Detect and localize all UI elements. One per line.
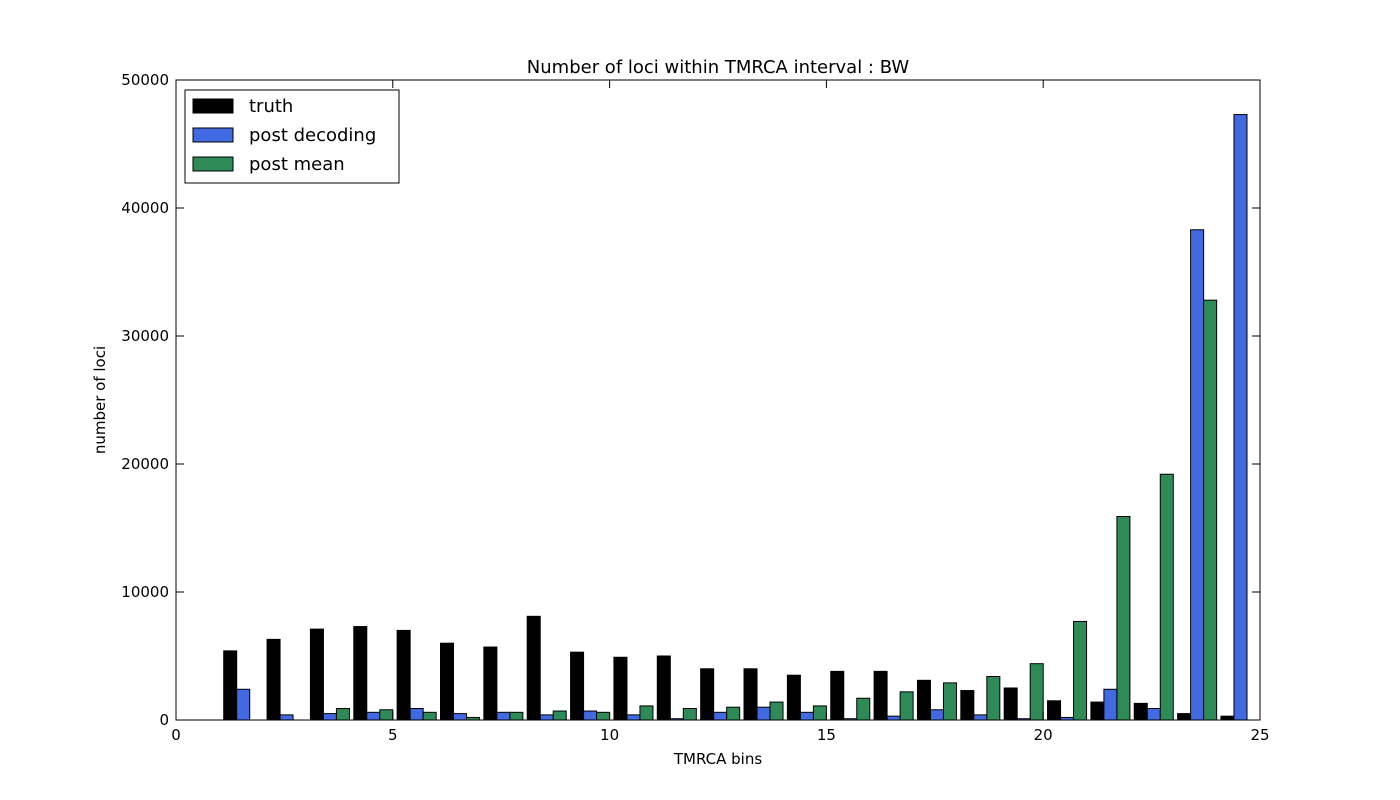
bar-post-mean-7 (509, 711, 524, 721)
legend-label-post-decoding: post decoding (249, 125, 376, 146)
x-tick-label: 25 (1250, 726, 1269, 744)
y-tick-label: 0 (159, 711, 169, 729)
bar-post-decoding-21 (1146, 707, 1161, 721)
bar-post-mean-9 (596, 711, 611, 721)
bar-post-decoding-22 (1190, 229, 1205, 721)
bar-post-mean-17 (942, 682, 957, 721)
bar-post-decoding-13 (799, 711, 814, 721)
x-tick-label: 15 (817, 726, 836, 744)
bar-truth-14 (830, 670, 845, 721)
y-tick-label: 40000 (121, 199, 169, 217)
bar-post-mean-18 (986, 675, 1001, 721)
y-axis-label: number of loci (91, 346, 109, 454)
bar-post-decoding-7 (539, 714, 554, 721)
legend-label-post-mean: post mean (249, 154, 345, 175)
bar-post-decoding-2 (322, 713, 337, 721)
chart-title: Number of loci within TMRCA interval : B… (527, 57, 910, 78)
bar-truth-9 (613, 656, 628, 721)
bar-post-mean-20 (1073, 620, 1088, 721)
bar-truth-5 (439, 642, 455, 721)
y-tick-label: 30000 (121, 327, 169, 345)
bar-post-mean-14 (812, 705, 827, 721)
x-tick-label: 20 (1034, 726, 1053, 744)
bar-post-mean-22 (1159, 473, 1174, 721)
bar-truth-6 (483, 646, 498, 721)
bar-post-mean-8 (552, 710, 567, 721)
x-tick-label: 0 (171, 726, 181, 744)
legend-swatch-truth (192, 98, 234, 114)
bar-post-decoding-20 (1103, 688, 1118, 721)
bar-post-decoding-5 (453, 713, 468, 721)
bar-post-decoding-6 (496, 711, 511, 721)
bar-post-mean-13 (769, 701, 784, 721)
bar-post-decoding-3 (366, 711, 381, 721)
bar-post-decoding-16 (929, 709, 944, 721)
bar-truth-16 (916, 679, 931, 721)
bars-group (223, 114, 1248, 721)
bar-truth-15 (873, 670, 888, 721)
bar-post-decoding-12 (756, 706, 771, 721)
bar-truth-7 (526, 615, 541, 721)
bar-post-mean-23 (1203, 299, 1218, 721)
bar-post-decoding-1 (279, 714, 294, 721)
bar-post-mean-10 (639, 705, 654, 721)
bar-post-decoding-0 (236, 688, 251, 721)
bar-post-decoding-23 (1233, 114, 1248, 721)
legend: truth post decoding post mean (184, 89, 400, 184)
bar-post-decoding-4 (409, 707, 424, 721)
y-tick-label: 20000 (121, 455, 169, 473)
x-tick-label: 5 (388, 726, 398, 744)
axis-ticks: 0 5 10 15 20 25 0 10000 20000 30000 40000 50000 (121, 71, 1269, 744)
plot-frame (175, 79, 1261, 721)
bar-truth-18 (1003, 687, 1018, 721)
x-axis-label: TMRCA bins (673, 750, 762, 768)
legend-label-truth: truth (249, 96, 293, 117)
bar-truth-22 (1177, 713, 1192, 721)
bar-post-mean-21 (1116, 515, 1131, 721)
bar-truth-2 (309, 628, 324, 721)
bar-truth-0 (223, 650, 238, 721)
bar-post-decoding-17 (973, 714, 988, 721)
bar-post-mean-4 (379, 709, 394, 721)
y-tick-label: 50000 (121, 71, 169, 89)
bar-truth-4 (396, 629, 411, 721)
bar-post-mean-12 (726, 706, 741, 721)
legend-swatch-post-decoding (192, 127, 234, 143)
bar-truth-8 (570, 651, 585, 721)
x-tick-label: 10 (600, 726, 619, 744)
y-tick-label: 10000 (121, 583, 169, 601)
bar-post-mean-19 (1029, 663, 1044, 721)
bar-truth-10 (656, 655, 671, 721)
bar-truth-13 (786, 674, 801, 721)
bar-truth-1 (266, 638, 281, 721)
bar-post-decoding-15 (886, 715, 901, 721)
bar-post-mean-3 (335, 707, 350, 721)
bar-post-mean-16 (899, 691, 914, 721)
bar-post-mean-15 (856, 697, 871, 721)
legend-swatch-post-mean (192, 156, 234, 172)
bar-post-mean-5 (422, 711, 437, 721)
bar-truth-19 (1047, 700, 1062, 721)
bar-truth-12 (743, 668, 758, 721)
bar-truth-3 (353, 626, 368, 721)
bar-post-mean-11 (682, 707, 697, 721)
bar-post-decoding-8 (583, 710, 598, 721)
bar-truth-11 (700, 668, 715, 721)
bar-truth-21 (1133, 702, 1148, 721)
bar-truth-20 (1090, 701, 1105, 721)
bar-truth-17 (960, 690, 975, 721)
bar-post-decoding-9 (626, 714, 641, 721)
bar-truth-23 (1220, 715, 1235, 721)
bar-post-decoding-11 (713, 711, 728, 721)
